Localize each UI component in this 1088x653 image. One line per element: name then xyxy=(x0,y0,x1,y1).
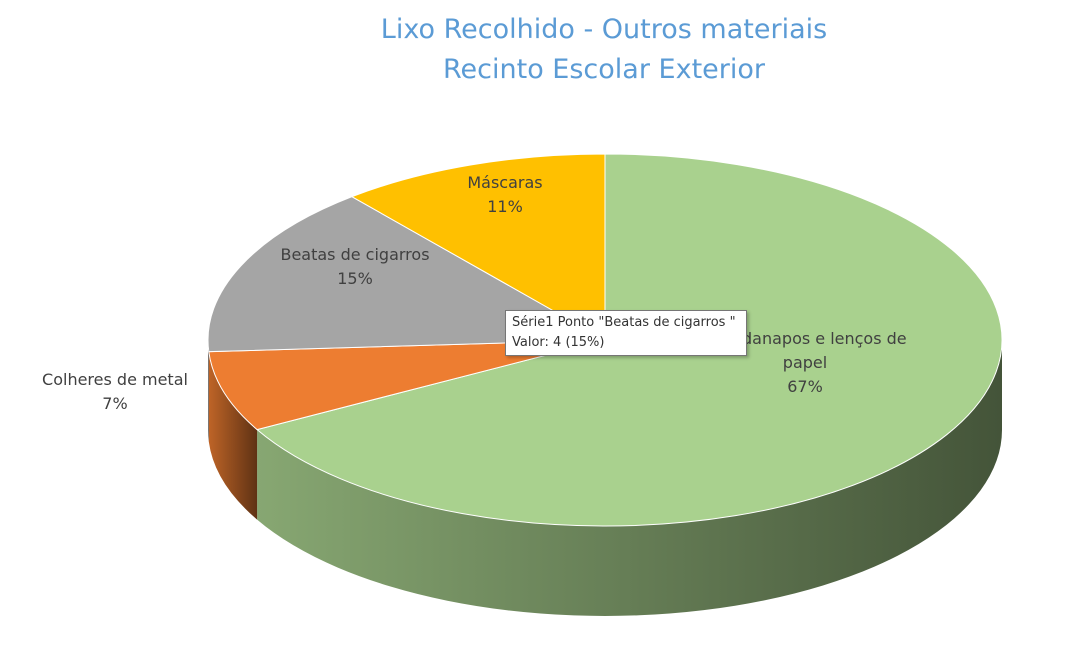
category-label: Guardanapos e lenços de papel xyxy=(703,329,907,372)
data-label: Máscaras 11% xyxy=(420,171,590,219)
tooltip-line: Série1 Ponto "Beatas de cigarros " xyxy=(512,315,736,330)
value-label: 67% xyxy=(787,377,823,396)
chart-subtitle: Recinto Escolar Exterior xyxy=(443,54,765,85)
category-label: Máscaras xyxy=(467,173,543,192)
category-label: Beatas de cigarros xyxy=(280,245,430,264)
pie-slice xyxy=(208,339,606,431)
value-label: 15% xyxy=(337,269,373,288)
tooltip: Série1 Ponto "Beatas de cigarros " Valor… xyxy=(505,310,747,356)
value-label: 11% xyxy=(487,197,523,216)
chart-title: Lixo Recolhido - Outros materiais xyxy=(380,14,828,45)
data-label: Guardanapos e lenços de papel 67% xyxy=(700,327,910,399)
data-label: Beatas de cigarros 15% xyxy=(260,243,450,291)
value-label: 7% xyxy=(102,394,128,413)
data-label: Colheres de metal 7% xyxy=(20,368,210,416)
tooltip-line: Valor: 4 (15%) xyxy=(512,335,605,350)
category-label: Colheres de metal xyxy=(42,370,188,389)
pie-slice xyxy=(350,153,606,341)
pie-side xyxy=(257,340,1002,616)
pie-side xyxy=(208,340,209,442)
pie-side xyxy=(208,351,258,520)
